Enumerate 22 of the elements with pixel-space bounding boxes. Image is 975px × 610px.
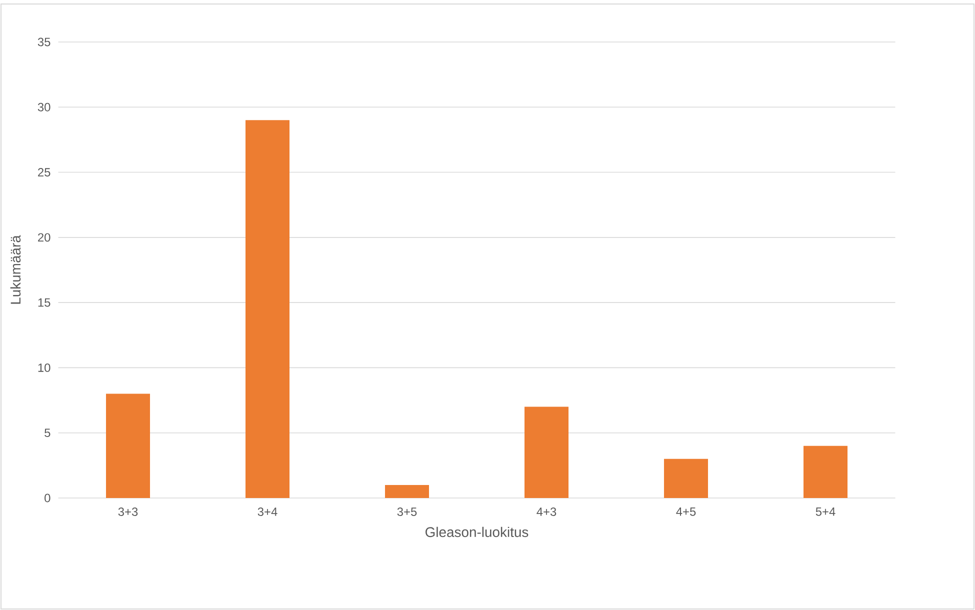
x-tick-label: 4+5 (676, 508, 696, 516)
bar (804, 446, 848, 498)
bar (246, 120, 290, 498)
x-tick-label: 4+3 (536, 508, 556, 516)
x-tick-label: 5+4 (816, 508, 836, 516)
y-tick-label: 10 (38, 363, 50, 372)
x-tick-label: 3+3 (118, 508, 138, 516)
x-tick-label: 3+5 (397, 508, 417, 516)
y-tick-label: 30 (38, 102, 50, 112)
bar (524, 406, 569, 498)
y-tick-label: 25 (38, 168, 50, 177)
y-tick-label: 15 (38, 298, 50, 307)
y-axis-title: Lukumäärä (10, 235, 21, 304)
bar (385, 484, 430, 498)
x-axis-title: Gleason-luokitus (426, 526, 528, 538)
x-tick-label: 3+4 (258, 508, 278, 516)
y-tick-label: 5 (44, 428, 50, 438)
bar (106, 394, 150, 498)
bar (664, 458, 708, 498)
y-tick-label: 20 (38, 233, 50, 242)
y-tick-label: 0 (44, 494, 50, 502)
y-tick-label: 35 (38, 38, 50, 46)
